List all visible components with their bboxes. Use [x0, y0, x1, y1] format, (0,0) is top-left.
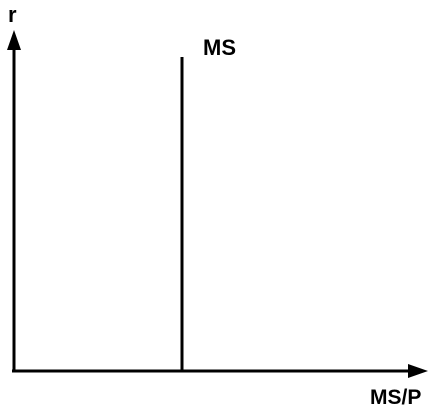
x-axis-label: MS/P — [370, 386, 421, 409]
y-axis-arrowhead — [7, 30, 21, 50]
money-supply-label: MS — [203, 35, 236, 60]
y-axis-label: r — [8, 2, 17, 27]
x-axis-arrowhead — [408, 364, 428, 378]
